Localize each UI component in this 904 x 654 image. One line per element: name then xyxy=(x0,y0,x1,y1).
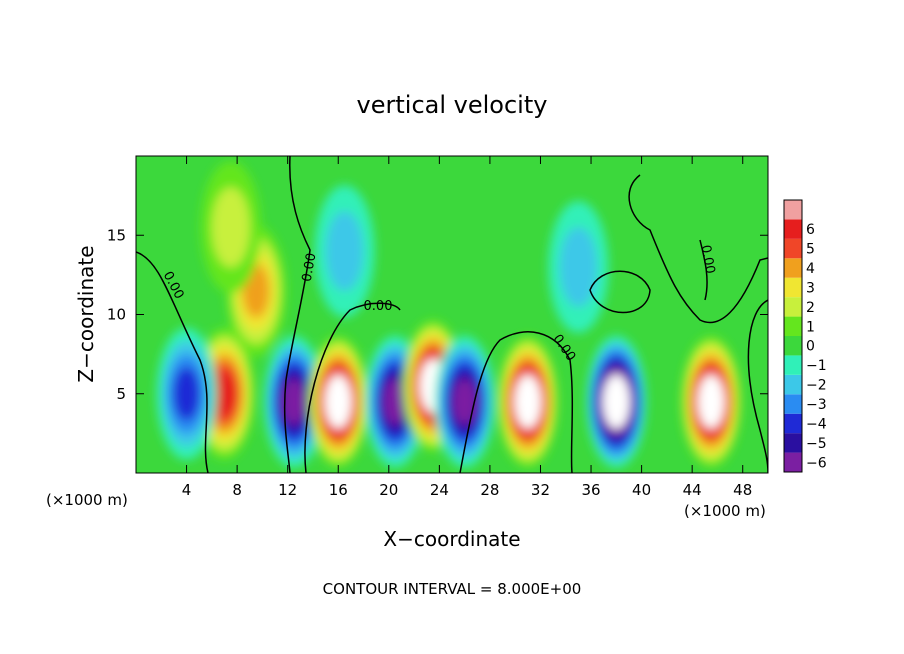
velocity-cell xyxy=(314,185,375,318)
y-tick-label: 5 xyxy=(116,385,126,403)
zero-contour-line xyxy=(136,251,209,473)
zero-contours xyxy=(136,156,768,473)
plot-area: 0.00 0.00 0.00 0.00 0.00 xyxy=(135,155,769,474)
colorbar-label: −2 xyxy=(806,378,827,394)
colorbar-swatch xyxy=(784,433,802,453)
colorbar-label: 2 xyxy=(806,300,815,316)
zero-contour-line xyxy=(589,270,651,314)
velocity-cell xyxy=(308,335,369,468)
contour-label: 0.00 xyxy=(300,252,320,283)
x-tick-label: 16 xyxy=(329,481,348,499)
colorbar-swatch xyxy=(784,413,802,434)
x-tick-label: 48 xyxy=(733,481,752,499)
velocity-level xyxy=(325,211,364,292)
velocity-core xyxy=(604,375,629,428)
velocity-core xyxy=(326,375,351,428)
zero-contour-line xyxy=(699,239,708,301)
zero-contour-line xyxy=(459,331,574,473)
y-axis: 5 10 15 xyxy=(107,226,768,403)
y-tick-label: 15 xyxy=(107,226,126,244)
colorbar-swatch xyxy=(784,258,802,278)
colorbar-label: 6 xyxy=(806,222,815,238)
velocity-cell xyxy=(434,335,495,468)
velocity-cell xyxy=(548,200,609,333)
x-tick-label: 36 xyxy=(581,481,600,499)
colorbar-swatch xyxy=(784,374,802,395)
colorbar-swatch xyxy=(784,355,802,375)
velocity-cell xyxy=(497,335,558,468)
colorbar-label: −1 xyxy=(806,358,827,374)
contour-label: 0.00 xyxy=(698,244,718,275)
velocity-core xyxy=(699,375,724,428)
velocity-cell xyxy=(156,327,217,460)
colorbar-swatch xyxy=(784,297,802,317)
velocity-cell xyxy=(586,335,647,468)
colorbar-label: 0 xyxy=(806,339,815,355)
colorbar-swatch xyxy=(784,316,802,336)
velocity-level xyxy=(383,379,407,425)
colorbar-label: −5 xyxy=(806,436,827,452)
colorbar-label: −6 xyxy=(806,455,827,471)
colorbar-label: 1 xyxy=(806,319,815,335)
contour-interval-note: CONTOUR INTERVAL = 8.000E+00 xyxy=(323,580,582,598)
colorbar-swatch xyxy=(784,238,802,259)
velocity-cell xyxy=(200,161,261,294)
x-tick-label: 32 xyxy=(531,481,550,499)
contour-label: 0.00 xyxy=(364,299,393,314)
x-unit-right: (×1000 m) xyxy=(684,502,766,520)
velocity-level xyxy=(173,366,201,421)
velocity-level xyxy=(559,226,598,307)
x-tick-label: 24 xyxy=(430,481,449,499)
zero-contour-line xyxy=(304,302,401,473)
colorbar-swatch xyxy=(784,277,802,298)
colorbar-swatch xyxy=(784,219,802,239)
colorbar-label: 5 xyxy=(806,242,815,258)
colorbar-label: 4 xyxy=(806,261,815,277)
x-unit-left: (×1000 m) xyxy=(46,491,128,509)
velocity-core xyxy=(515,375,540,428)
velocity-field xyxy=(156,161,742,468)
colorbar-swatch xyxy=(784,200,802,220)
x-tick-label: 44 xyxy=(683,481,702,499)
velocity-level xyxy=(282,379,306,425)
colorbar: −6 −5 −4 −3 −2 −1 0 1 2 3 4 5 6 xyxy=(783,199,827,473)
x-tick-label: 12 xyxy=(278,481,297,499)
velocity-level xyxy=(211,187,250,268)
velocity-level xyxy=(212,371,237,417)
x-tick-label: 4 xyxy=(182,481,192,499)
velocity-level xyxy=(452,379,477,425)
zero-contour-line xyxy=(628,174,768,324)
colorbar-swatch xyxy=(784,394,802,414)
chart-title: vertical velocity xyxy=(357,91,548,119)
x-axis-label: X−coordinate xyxy=(383,527,520,551)
zero-contour-line xyxy=(283,156,311,473)
x-tick-label: 40 xyxy=(632,481,651,499)
colorbar-label: −4 xyxy=(806,416,827,432)
x-tick-label: 8 xyxy=(232,481,242,499)
y-tick-label: 10 xyxy=(107,306,126,324)
velocity-cell xyxy=(681,335,742,468)
colorbar-swatch xyxy=(784,452,802,472)
colorbar-frame xyxy=(783,199,803,473)
zero-contour-line xyxy=(747,299,768,473)
velocity-cell xyxy=(264,335,324,468)
colorbar-swatch xyxy=(784,336,802,356)
colorbar-label: 3 xyxy=(806,280,815,296)
y-axis-label: Z−coordinate xyxy=(74,245,98,382)
colorbar-label: −3 xyxy=(806,397,827,413)
x-axis: 4 8 12 16 20 24 28 32 36 40 44 48 xyxy=(182,156,752,499)
x-tick-label: 28 xyxy=(480,481,499,499)
x-tick-label: 20 xyxy=(379,481,398,499)
